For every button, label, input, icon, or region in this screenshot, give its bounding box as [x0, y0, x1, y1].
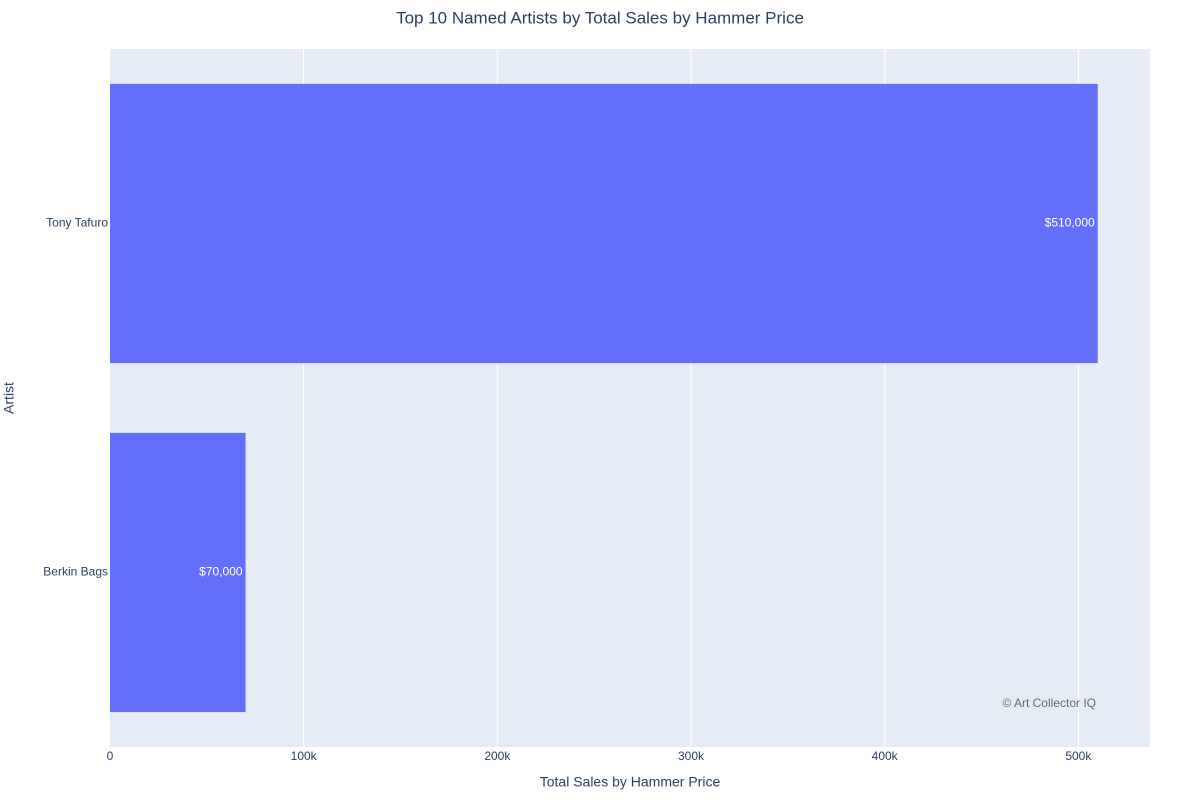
x-axis-title: Total Sales by Hammer Price: [540, 774, 721, 790]
chart-title: Top 10 Named Artists by Total Sales by H…: [396, 8, 804, 27]
x-tick-label: 300k: [678, 749, 705, 763]
x-tick-label: 0: [107, 749, 114, 763]
y-tick-label: Berkin Bags: [43, 565, 108, 579]
x-tick-label: 100k: [291, 749, 318, 763]
bar: [110, 432, 246, 713]
x-tick-label: 500k: [1065, 749, 1092, 763]
x-tick-label: 200k: [484, 749, 511, 763]
value-label: $510,000: [1045, 216, 1095, 230]
y-tick-label: Tony Tafuro: [46, 216, 108, 230]
y-axis-title: Artist: [1, 382, 17, 414]
value-label: $70,000: [199, 565, 243, 579]
x-tick-label: 400k: [872, 749, 899, 763]
annotation: © Art Collector IQ: [1002, 696, 1096, 710]
bar: [110, 83, 1098, 364]
